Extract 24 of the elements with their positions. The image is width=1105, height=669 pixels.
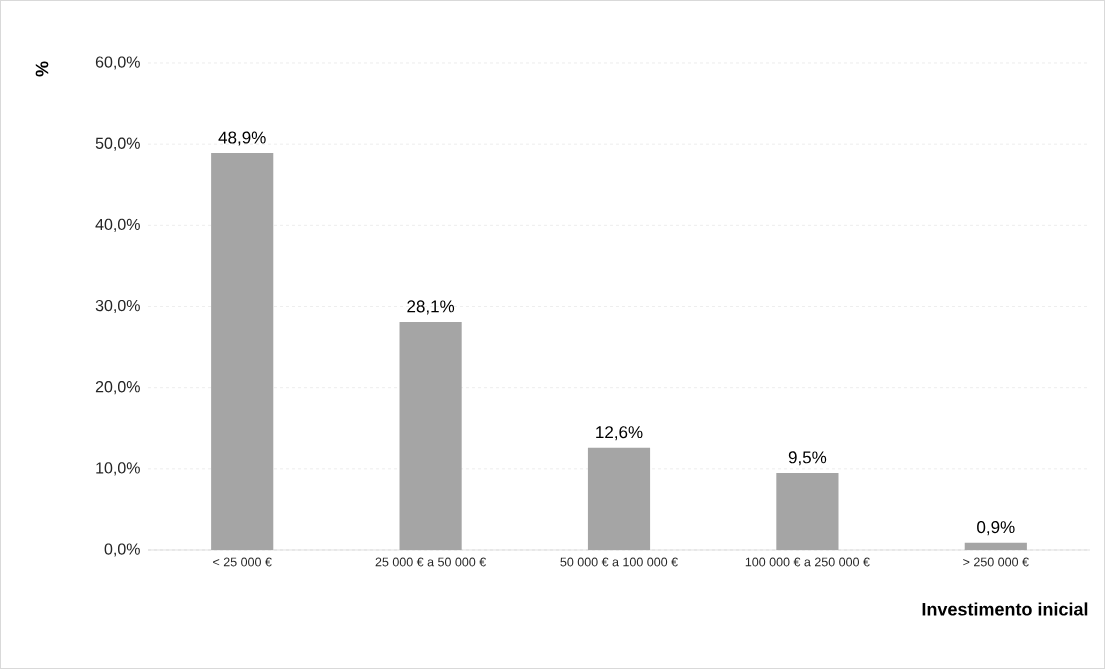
x-tick-label: 25 000 € a 50 000 € — [375, 557, 486, 567]
data-label: 48,9% — [218, 131, 266, 146]
y-tick-label: 50,0% — [95, 137, 140, 151]
x-tick-label: 50 000 € a 100 000 € — [560, 557, 678, 567]
y-tick-label: 0,0% — [104, 543, 140, 557]
y-tick-label: 60,0% — [95, 56, 140, 70]
x-axis-title: Investimento inicial — [922, 602, 1088, 616]
x-tick-label: < 25 000 € — [213, 557, 272, 567]
x-tick-label: 100 000 € a 250 000 € — [745, 557, 870, 567]
y-tick-label: 10,0% — [96, 462, 140, 476]
y-tick-label: 20,0% — [95, 381, 140, 395]
bar — [587, 447, 651, 550]
data-label: 9,5% — [788, 451, 827, 466]
y-axis-title: % — [35, 61, 49, 77]
y-tick-label: 30,0% — [95, 299, 140, 314]
data-label: 12,6% — [596, 426, 643, 441]
bar — [399, 321, 462, 550]
bar — [776, 472, 839, 550]
bar — [964, 542, 1027, 550]
x-tick-label: > 250 000 € — [963, 557, 1029, 567]
data-label: 28,1% — [407, 300, 455, 315]
y-tick-label: 40,0% — [95, 218, 140, 232]
bar — [211, 153, 274, 550]
data-label: 0,9% — [977, 521, 1015, 536]
